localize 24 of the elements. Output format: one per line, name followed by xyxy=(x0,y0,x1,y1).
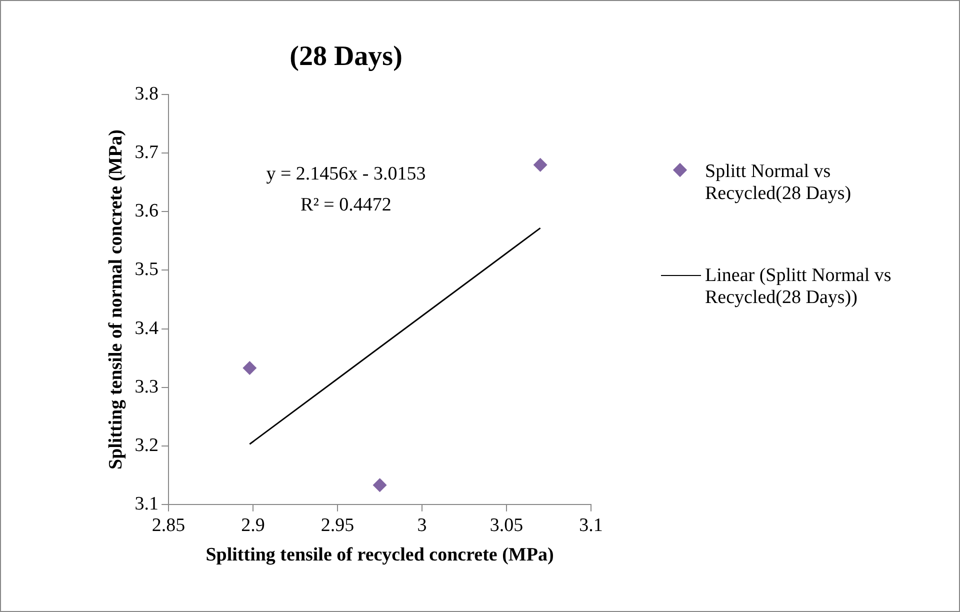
x-tick-label: 3.05 xyxy=(490,514,524,536)
x-tick-label: 2.85 xyxy=(152,514,186,536)
point xyxy=(242,360,257,375)
x-tick-label: 2.95 xyxy=(320,514,354,536)
annotation: R² = 0.4472 xyxy=(300,194,392,216)
y-tick-label: 3.8 xyxy=(134,84,159,105)
x-tick-label: 2.9 xyxy=(241,514,265,536)
annotation: y = 2.1456x - 3.0153 xyxy=(266,164,426,185)
y-tick-label: 3.1 xyxy=(134,493,159,514)
point xyxy=(372,478,387,492)
y-tick-label: 3.2 xyxy=(134,434,159,456)
y-tick-label: 3.6 xyxy=(134,200,159,222)
point xyxy=(533,158,548,172)
chart-title: (28 Days) xyxy=(290,41,402,72)
y-tick-label: 3.3 xyxy=(134,376,159,398)
legend-label: Linear (Splitt Normal vs Recycled(28 Days)) xyxy=(705,265,892,309)
y-tick-label: 3.4 xyxy=(134,318,160,339)
y-tick-label: 3.7 xyxy=(134,142,159,164)
x-tick-label: 3 xyxy=(417,514,427,536)
legend-label: Splitt Normal vs Recycled(28 Days) xyxy=(705,161,852,205)
y-axis-title: Splitting tensile of normal concrete (MPa) xyxy=(105,130,126,470)
x-axis-title: Splitting tensile of recycled concrete (MPa) xyxy=(206,544,554,566)
x-tick-label: 3.1 xyxy=(579,514,603,536)
y-tick-label: 3.5 xyxy=(134,259,159,280)
